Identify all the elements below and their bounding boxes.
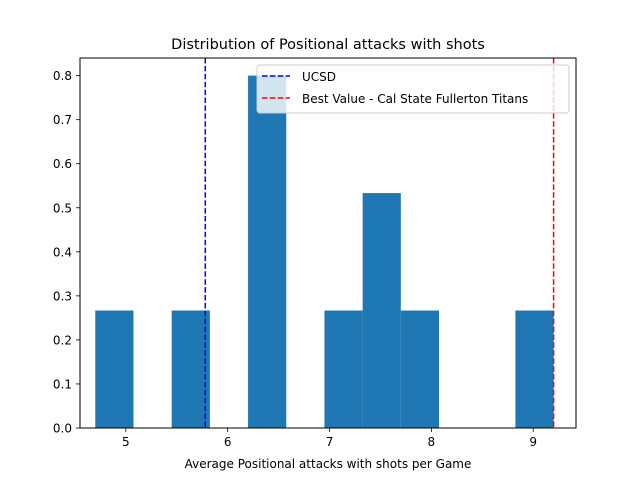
histogram-bars (95, 75, 554, 429)
histogram-bar (248, 75, 287, 429)
histogram-bar (95, 310, 134, 428)
y-tick-label: 0.6 (53, 157, 72, 171)
x-tick-label: 9 (529, 435, 537, 449)
y-tick-label: 0.0 (53, 422, 72, 436)
legend-box (256, 64, 570, 114)
plot-frame (79, 57, 577, 429)
x-tick-label: 7 (326, 435, 334, 449)
y-tick-label: 0.7 (53, 113, 72, 127)
x-tick-label: 5 (122, 435, 130, 449)
x-axis: 5 6 7 8 9 (122, 428, 537, 449)
x-tick-label: 6 (224, 435, 232, 449)
chart-title: Distribution of Positional attacks with … (171, 37, 485, 53)
y-tick-label: 0.1 (53, 377, 72, 391)
x-axis-label: Average Positional attacks with shots pe… (185, 457, 472, 471)
y-axis: 0.0 0.1 0.2 0.3 0.4 0.5 0.6 0.7 0.8 (53, 69, 80, 436)
x-tick-label: 8 (428, 435, 436, 449)
y-tick-label: 0.4 (53, 245, 72, 259)
histogram-bar (362, 193, 401, 428)
y-tick-label: 0.8 (53, 69, 72, 83)
y-tick-label: 0.5 (53, 201, 72, 215)
legend: UCSD Best Value - Cal State Fullerton Ti… (256, 64, 570, 114)
histogram-bar (515, 310, 554, 428)
legend-ucsd-label: UCSD (302, 70, 336, 84)
histogram-bar (400, 310, 440, 428)
reference-lines (204, 58, 555, 428)
y-tick-label: 0.2 (53, 333, 72, 347)
y-tick-label: 0.3 (53, 289, 72, 303)
histogram-bar (324, 310, 363, 428)
histogram-bar (171, 310, 210, 428)
legend-best-value-label: Best Value - Cal State Fullerton Titans (302, 92, 528, 106)
